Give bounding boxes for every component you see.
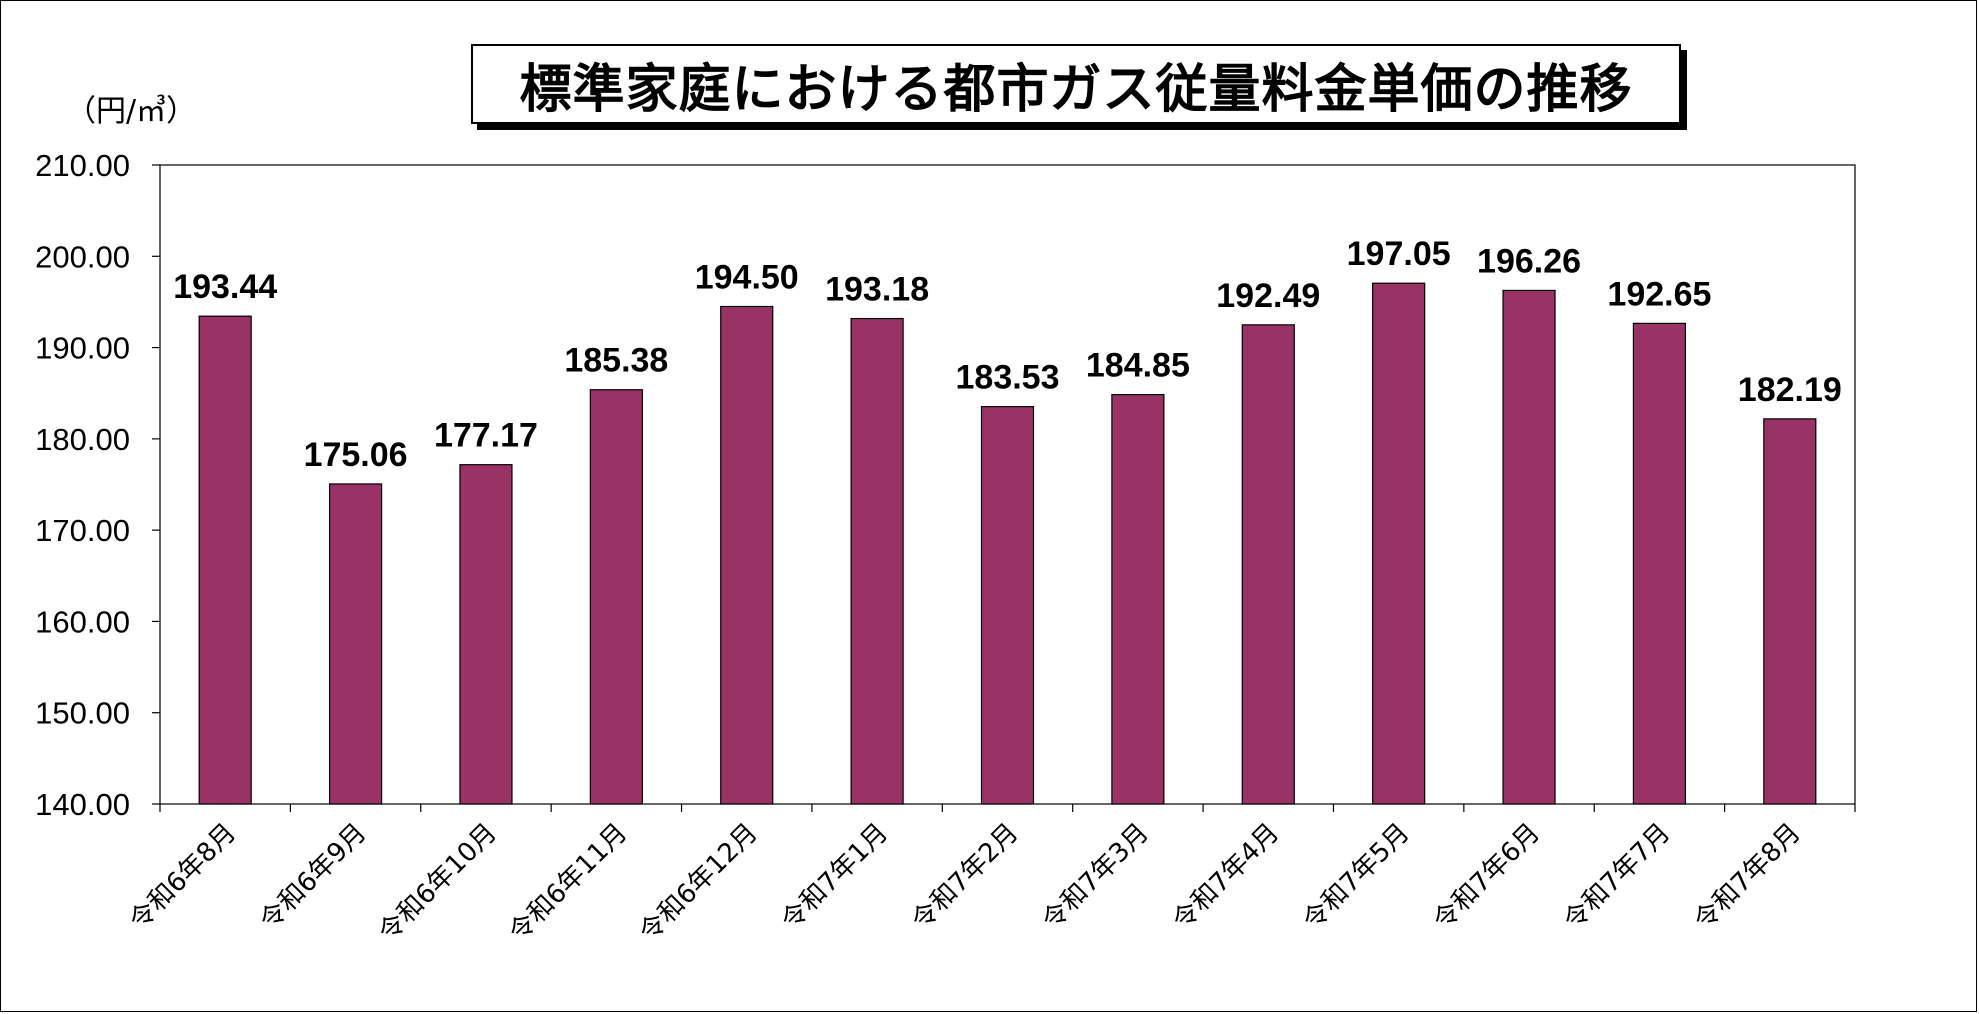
x-category-label: 令和6年8月 xyxy=(124,818,242,936)
y-axis-unit-label: （円/㎥） xyxy=(66,94,197,129)
data-label: 185.38 xyxy=(564,342,668,380)
y-tick-label: 190.00 xyxy=(35,331,130,366)
bar xyxy=(850,317,904,805)
y-tick-label: 160.00 xyxy=(35,604,130,639)
bar xyxy=(589,389,643,805)
bar xyxy=(459,464,513,805)
y-tick-label: 140.00 xyxy=(35,787,130,822)
data-label: 184.85 xyxy=(1086,347,1190,385)
data-label: 192.49 xyxy=(1216,277,1320,315)
y-tick-label: 180.00 xyxy=(35,422,130,457)
bar xyxy=(1111,393,1165,805)
data-label: 196.26 xyxy=(1477,242,1581,280)
bar xyxy=(328,483,383,805)
chart-title: 標準家庭における都市ガス従量料金単価の推移 xyxy=(471,44,1681,124)
bar xyxy=(198,315,252,805)
bar xyxy=(1632,322,1687,805)
bar xyxy=(1241,324,1295,805)
data-label: 192.65 xyxy=(1607,275,1711,313)
bar xyxy=(1502,289,1556,805)
x-category-label: 令和7年1月 xyxy=(776,818,894,936)
bar xyxy=(1372,282,1426,805)
x-category-label: 令和7年2月 xyxy=(906,818,1024,936)
bar xyxy=(1763,418,1817,805)
x-category-label: 令和7年8月 xyxy=(1689,818,1807,936)
x-category-label: 令和7年6月 xyxy=(1428,818,1546,936)
y-tick-label: 210.00 xyxy=(35,148,130,183)
x-category-label: 令和6年12月 xyxy=(634,818,764,948)
data-label: 175.06 xyxy=(304,436,408,474)
bar xyxy=(720,305,774,805)
data-label: 177.17 xyxy=(434,417,538,455)
data-label: 193.44 xyxy=(173,268,277,306)
y-tick-label: 170.00 xyxy=(35,513,130,548)
x-category-label: 令和6年11月 xyxy=(503,818,633,948)
data-label: 194.50 xyxy=(695,258,799,296)
data-label: 183.53 xyxy=(956,359,1060,397)
x-category-label: 令和7年4月 xyxy=(1167,818,1285,936)
data-label: 182.19 xyxy=(1738,371,1842,409)
x-category-label: 令和7年5月 xyxy=(1297,818,1415,936)
x-category-label: 令和6年9月 xyxy=(254,818,372,936)
y-tick-label: 200.00 xyxy=(35,239,130,274)
y-tick-label: 150.00 xyxy=(35,696,130,731)
x-category-label: 令和7年3月 xyxy=(1037,818,1155,936)
x-category-label: 令和7年7月 xyxy=(1558,818,1676,936)
data-label: 197.05 xyxy=(1347,235,1451,273)
bar xyxy=(980,406,1035,805)
data-label: 193.18 xyxy=(825,271,929,309)
x-category-label: 令和6年10月 xyxy=(373,818,503,948)
